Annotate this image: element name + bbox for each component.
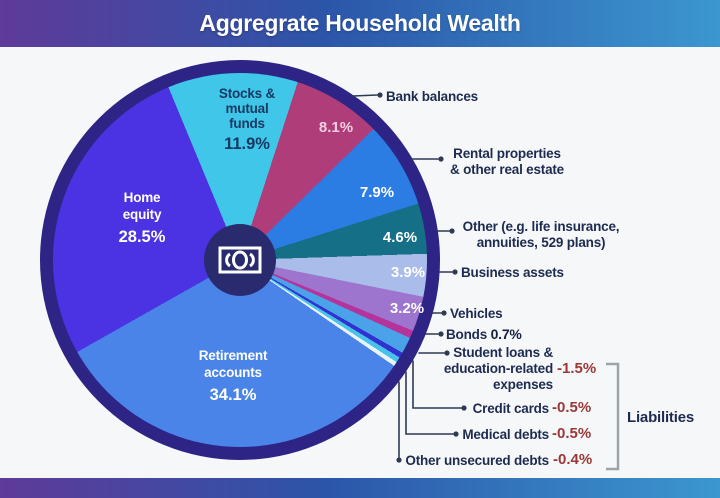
callout-business-assets: Business assets [461, 265, 564, 280]
callout-student-line2: education-related [443, 361, 553, 376]
callout-credit-cards: Credit cards [472, 401, 550, 416]
value-medical-debts: -0.5% [552, 425, 592, 442]
slice-value-home-equity: 28.5% [118, 228, 166, 246]
callout-other-unsecured-debts: Other unsecured debts [405, 453, 549, 468]
callout-other-line2: annuities, 529 plans) [476, 234, 606, 250]
callout-student-line3: expenses [493, 377, 553, 392]
leader-dot-bonds [438, 331, 444, 337]
footer-bar [0, 478, 720, 498]
callout-rental-line2: & other real estate [450, 161, 564, 177]
leader-dot-credit [461, 405, 467, 411]
slice-value-other: 4.6% [382, 229, 418, 246]
slice-value-business-assets: 3.9% [390, 264, 426, 281]
slice-label-stocks-line3: funds [229, 116, 265, 131]
callout-rental-line1: Rental properties [453, 146, 561, 161]
callout-bonds-label: Bonds [446, 327, 487, 342]
value-other-unsecured-debts: -0.4% [553, 451, 593, 468]
banknote-icon [218, 246, 262, 274]
slice-label-retirement-line2: accounts [204, 365, 262, 380]
slice-label-home-line2: equity [122, 207, 162, 222]
slice-label-stocks-line2: mutual [225, 101, 269, 116]
callout-other-line1: Other (e.g. life insurance, [462, 219, 620, 234]
callout-student-loans: Student loans & education-related expens… [433, 345, 553, 393]
callout-medical-debts: Medical debts [462, 427, 549, 442]
callout-rental: Rental properties & other real estate [437, 146, 577, 177]
liabilities-bracket [606, 362, 620, 471]
pie-center-hub [204, 224, 276, 296]
slice-label-retirement: Retirement accounts 34.1% [168, 347, 298, 404]
value-student-loans: -1.5% [557, 360, 597, 377]
leader-dot-vehicles [441, 310, 447, 316]
callout-bonds-value: 0.7% [490, 326, 522, 342]
leader-dot-medical [453, 431, 459, 437]
slice-value-stocks: 11.9% [224, 135, 270, 153]
leader-dot-business [452, 269, 458, 275]
slice-label-home-line1: Home [123, 190, 161, 205]
slice-value-retirement: 34.1% [209, 386, 257, 404]
header-bar: Aggregrate Household Wealth [0, 0, 720, 47]
callout-vehicles: Vehicles [450, 306, 503, 321]
callout-bonds: Bonds 0.7% [446, 326, 522, 343]
callout-student-line1: Student loans & [453, 345, 553, 360]
slice-value-bank-balances: 8.1% [318, 119, 354, 136]
slice-value-rental: 7.9% [359, 184, 395, 201]
page-title: Aggregrate Household Wealth [199, 10, 521, 36]
callout-other: Other (e.g. life insurance, annuities, 5… [452, 219, 630, 250]
slice-label-stocks-line1: Stocks & [218, 86, 276, 101]
slice-label-home-equity: Home equity 28.5% [77, 189, 207, 246]
slice-label-stocks: Stocks & mutual funds 11.9% [182, 86, 312, 152]
leader-dot-bank [377, 92, 383, 98]
callout-bank-balances: Bank balances [386, 89, 478, 104]
leader-line-bank [352, 94, 378, 97]
value-credit-cards: -0.5% [552, 399, 592, 416]
slice-value-vehicles: 3.2% [389, 300, 425, 317]
slice-label-retirement-line1: Retirement [198, 348, 268, 363]
liabilities-group-label: Liabilities [627, 409, 694, 426]
leader-dot-unsecured [396, 457, 402, 463]
